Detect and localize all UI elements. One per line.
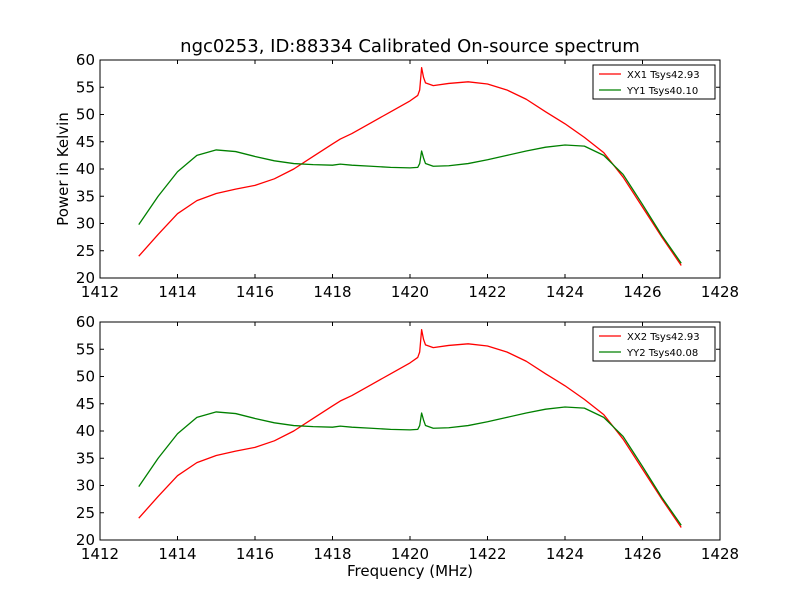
chart-2-xtick-label: 1414 xyxy=(158,545,196,563)
chart-2-ytick-label: 35 xyxy=(76,449,95,467)
chart-1-xtick-label: 1424 xyxy=(546,283,584,301)
chart-1-xtick-label: 1422 xyxy=(468,283,506,301)
chart-1-ytick-label: 50 xyxy=(76,106,95,124)
chart-1-ytick-label: 55 xyxy=(76,78,95,96)
chart-2-xtick-label: 1426 xyxy=(623,545,661,563)
chart-2-xtick-label: 1418 xyxy=(313,545,351,563)
chart-1-ytick-label: 30 xyxy=(76,215,95,233)
chart-1-xtick-label: 1420 xyxy=(391,283,429,301)
chart-2-ytick-label: 45 xyxy=(76,395,95,413)
chart-1-ytick-label: 25 xyxy=(76,242,95,260)
chart-2-xtick-label: 1416 xyxy=(236,545,274,563)
chart-1-legend-label: YY1 Tsys40.10 xyxy=(626,86,698,97)
chart-2-xtick-label: 1424 xyxy=(546,545,584,563)
chart-2: 1412 1414 1416 1418 1420 1422 1424 1426 1428 20 25… xyxy=(76,313,739,580)
chart-2-xtick-label: 1420 xyxy=(391,545,429,563)
chart-1-legend-label: XX1 Tsys42.93 xyxy=(627,70,700,81)
chart-1-series-yy1-tsys40-10 xyxy=(138,144,682,264)
chart-2-legend xyxy=(592,326,716,362)
chart-1-series-xx1-tsys42-93 xyxy=(138,66,682,266)
chart-1-ytick-label: 20 xyxy=(76,269,95,287)
chart-2-legend-label: XX2 Tsys42.93 xyxy=(627,332,700,343)
chart-2-ytick-label: 50 xyxy=(76,368,95,386)
chart-2-ytick-label: 40 xyxy=(76,422,95,440)
chart-2-ytick-label: 55 xyxy=(76,340,95,358)
chart-2-series-yy2-tsys40-08 xyxy=(138,406,682,526)
chart-2-series-xx2-tsys42-93 xyxy=(138,328,682,528)
chart-1-y-axis-label: Power in Kelvin xyxy=(54,112,72,226)
chart-1-ytick-label: 40 xyxy=(76,160,95,178)
chart-1-ytick-label: 45 xyxy=(76,133,95,151)
chart-2-xtick-label: 1422 xyxy=(468,545,506,563)
chart-1-xtick-label: 1428 xyxy=(701,283,739,301)
chart-1-xtick-label: 1412 xyxy=(81,283,119,301)
chart-2-ytick-label: 20 xyxy=(76,531,95,549)
chart-1-xtick-label: 1426 xyxy=(623,283,661,301)
chart-2-ytick-label: 30 xyxy=(76,477,95,495)
chart-2-ytick-label: 60 xyxy=(76,313,95,331)
chart-2-legend-label: YY2 Tsys40.08 xyxy=(626,348,698,359)
chart-1-ytick-label: 60 xyxy=(76,51,95,69)
chart-1-ytick-label: 35 xyxy=(76,187,95,205)
chart-1-xtick-label: 1418 xyxy=(313,283,351,301)
chart-1: 1412 1414 1416 1418 1420 1422 1424 1426 1428 20 25… xyxy=(54,51,739,301)
figure-title: ngc0253, ID:88334 Calibrated On-source s… xyxy=(180,36,640,57)
chart-1-xtick-label: 1416 xyxy=(236,283,274,301)
chart-2-xtick-label: 1412 xyxy=(81,545,119,563)
chart-2-x-axis-label: Frequency (MHz) xyxy=(347,562,473,580)
chart-1-legend xyxy=(592,64,716,100)
chart-1-xtick-label: 1414 xyxy=(158,283,196,301)
chart-2-ytick-label: 25 xyxy=(76,504,95,522)
chart-2-xtick-label: 1428 xyxy=(701,545,739,563)
